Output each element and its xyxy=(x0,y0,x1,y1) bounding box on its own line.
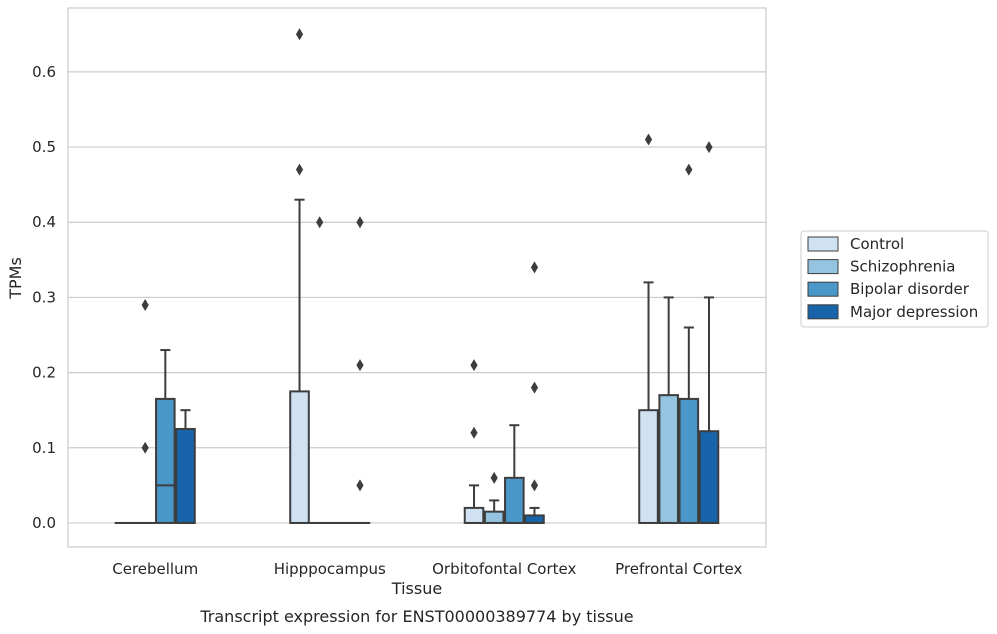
legend-label: Schizophrenia xyxy=(850,258,955,276)
x-tick-label: Orbitofontal Cortex xyxy=(432,560,576,578)
box-group xyxy=(134,298,156,524)
box-rect xyxy=(175,427,196,524)
outlier-point xyxy=(685,163,693,176)
box-rect xyxy=(483,510,505,524)
outlier-point xyxy=(141,441,149,454)
box-group xyxy=(678,163,700,524)
box-group xyxy=(289,28,310,524)
outlier-point xyxy=(295,28,304,41)
box-group xyxy=(698,141,720,524)
box-rect xyxy=(698,430,720,524)
box-group xyxy=(309,216,330,524)
outlier-point xyxy=(705,141,713,154)
outlier-point xyxy=(316,216,324,229)
box-rect xyxy=(504,476,525,524)
legend-label: Control xyxy=(850,235,904,253)
y-tick-label: 0.0 xyxy=(32,514,56,532)
legend-label: Major depression xyxy=(850,303,978,321)
chart-caption: Transcript expression for ENST0000038977… xyxy=(199,607,633,626)
y-tick-label: 0.5 xyxy=(32,138,56,156)
y-tick-label: 0.6 xyxy=(32,63,56,81)
x-tick-label: Cerebellum xyxy=(112,560,198,578)
box-rect xyxy=(678,397,700,524)
box-group xyxy=(483,471,505,524)
box-rect xyxy=(658,394,679,524)
box-rect xyxy=(524,514,545,524)
outlier-point xyxy=(356,359,364,372)
outlier-point xyxy=(530,381,539,394)
x-tick-label: Prefrontal Cortex xyxy=(615,560,742,578)
box-group xyxy=(638,133,659,524)
outlier-point xyxy=(141,298,149,311)
outlier-point xyxy=(490,471,498,484)
box-group xyxy=(155,349,176,524)
outlier-point xyxy=(470,426,478,439)
outlier-point xyxy=(470,359,478,372)
legend-swatch xyxy=(807,304,839,320)
box-group xyxy=(463,359,485,524)
box-rect xyxy=(638,409,659,524)
y-tick-label: 0.1 xyxy=(32,439,56,457)
plot-area-frame xyxy=(67,7,767,548)
box-group xyxy=(175,409,196,524)
y-axis-ticks: 0.0 0.1 0.2 0.3 0.4 0.5 0.6 xyxy=(32,63,56,532)
legend-label: Bipolar disorder xyxy=(850,280,970,298)
box-group xyxy=(504,424,525,524)
box-group xyxy=(524,261,545,524)
box-rect xyxy=(289,390,310,524)
y-tick-label: 0.2 xyxy=(32,364,56,382)
outlier-point xyxy=(356,479,364,492)
outlier-point xyxy=(530,261,539,274)
outlier-point xyxy=(356,216,364,229)
y-tick-label: 0.3 xyxy=(32,288,56,306)
box-group xyxy=(349,216,371,524)
legend: Control Schizophrenia Bipolar disorder Majo… xyxy=(800,230,989,328)
legend-frame xyxy=(800,230,989,328)
box-rect xyxy=(155,397,176,524)
box-marks xyxy=(114,28,720,524)
y-tick-label: 0.4 xyxy=(32,213,56,231)
legend-swatch xyxy=(807,236,839,252)
y-axis-title: TPMs xyxy=(6,257,25,300)
x-tick-label: Hipppocampus xyxy=(274,560,386,578)
outlier-point xyxy=(295,163,304,176)
x-axis-title: Tissue xyxy=(391,579,442,598)
legend-swatch xyxy=(807,259,839,275)
outlier-point xyxy=(530,479,539,492)
x-axis-ticks: Cerebellum Hipppocampus Orbitofontal Corte… xyxy=(112,560,742,578)
box-group xyxy=(658,296,679,524)
legend-swatch xyxy=(807,281,839,297)
outlier-point xyxy=(644,133,653,146)
box-rect xyxy=(463,506,485,524)
